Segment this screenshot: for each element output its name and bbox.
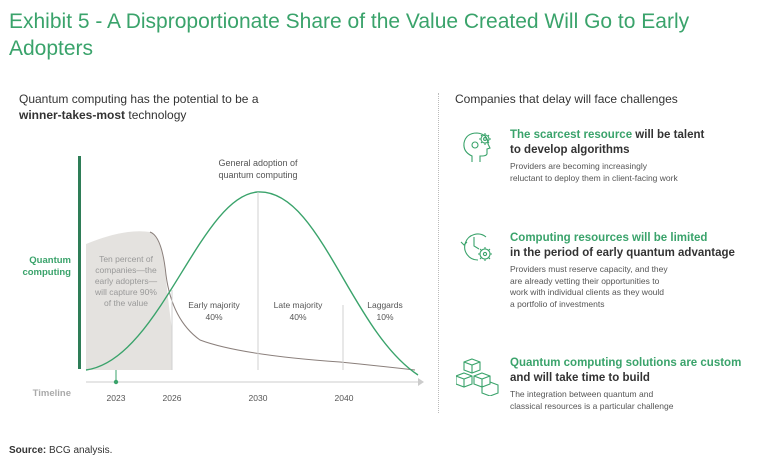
early-adopters-line4: will capture 90% — [94, 287, 157, 297]
y-axis-label-line1: Quantum — [29, 255, 71, 266]
page-title: Exhibit 5 - A Disproportionate Share of … — [9, 10, 690, 60]
segment-early-majority-name: Early majority — [188, 300, 240, 310]
adoption-diagram: Quantum computing Timeline 2023 2026 203… — [22, 156, 424, 403]
adoption-label-line1: General adoption of — [218, 158, 298, 168]
challenge-item-talent: The scarcest resource will be talent to … — [510, 128, 760, 184]
left-heading-rest: technology — [125, 108, 187, 122]
challenge-title-line2: to develop algorithms — [510, 144, 630, 156]
left-heading-bold: winner-takes-most — [19, 108, 126, 122]
segment-laggards-share: 10% — [376, 312, 393, 322]
clock-gear-icon — [460, 233, 492, 261]
challenge-title: Quantum computing solutions are custom a… — [510, 356, 760, 386]
segment-laggards-name: Laggards — [367, 300, 402, 310]
tick-2030: 2030 — [249, 393, 268, 403]
challenge-body: Providers are becoming increasingly relu… — [510, 161, 760, 184]
challenge-highlight: The scarcest resource — [510, 129, 633, 141]
y-axis-label-line2: computing — [22, 267, 71, 278]
challenge-body-line: Providers are becoming increasingly — [510, 161, 648, 171]
timeline-arrow-icon — [418, 378, 424, 386]
cubes-icon — [456, 358, 499, 396]
challenge-title-rest: will be talent — [632, 129, 705, 141]
source-label: Source: — [9, 445, 47, 456]
challenge-highlight: Computing resources will be limited — [510, 232, 708, 244]
brain-gear-icon — [463, 132, 491, 162]
challenge-title: Computing resources will be limited in t… — [510, 231, 760, 261]
early-adopters-line2: companies—the — [95, 265, 157, 275]
segment-early-majority-share: 40% — [205, 312, 222, 322]
challenge-item-custom: Quantum computing solutions are custom a… — [510, 356, 760, 412]
early-adopter-area — [86, 231, 172, 370]
value-curve — [149, 231, 416, 371]
source-text: BCG analysis. — [46, 445, 113, 456]
challenge-title: The scarcest resource will be talent to … — [510, 128, 760, 158]
challenge-body-line: are already vetting their opportunities … — [510, 275, 660, 286]
challenge-body-line: The integration between quantum and — [510, 389, 654, 399]
challenge-item-computing: Computing resources will be limited in t… — [510, 231, 760, 310]
challenge-body: Providers must reserve capacity, and the… — [510, 264, 760, 310]
left-heading-line1: Quantum computing has the potential to b… — [19, 92, 259, 106]
challenge-body-line: work with individual clients as they wou… — [510, 287, 665, 297]
challenge-body: The integration between quantum and clas… — [510, 389, 760, 412]
challenge-body-line: Providers must reserve capacity, and the… — [510, 264, 668, 274]
tick-2040: 2040 — [335, 393, 354, 403]
early-adopters-line3: early adopters— — [95, 276, 158, 286]
segment-late-majority-name: Late majority — [274, 300, 323, 310]
challenge-title-line2: in the period of early quantum advantage — [510, 247, 735, 259]
segment-late-majority-share: 40% — [289, 312, 306, 322]
challenge-highlight: Quantum computing solutions are custom — [510, 357, 742, 369]
challenge-title-line2: and will take time to build — [510, 372, 650, 384]
tick-2023: 2023 — [107, 393, 126, 403]
source-note: Source: BCG analysis. — [9, 445, 112, 456]
right-heading: Companies that delay will face challenge… — [455, 92, 678, 106]
challenge-body-line: classical resources is a particular chal… — [510, 400, 674, 411]
early-adopters-line5: of the value — [104, 298, 148, 308]
tick-2026: 2026 — [163, 393, 182, 403]
challenge-body-line: a portfolio of investments — [510, 298, 605, 309]
challenge-body-line: reluctant to deploy them in client-facin… — [510, 172, 678, 183]
timeline-label: Timeline — [33, 388, 71, 399]
y-axis — [78, 156, 81, 369]
section-divider — [438, 93, 439, 413]
left-heading: Quantum computing has the potential to b… — [19, 91, 319, 123]
adoption-label-line2: quantum computing — [218, 170, 297, 180]
early-adopters-line1: Ten percent of — [99, 254, 154, 264]
